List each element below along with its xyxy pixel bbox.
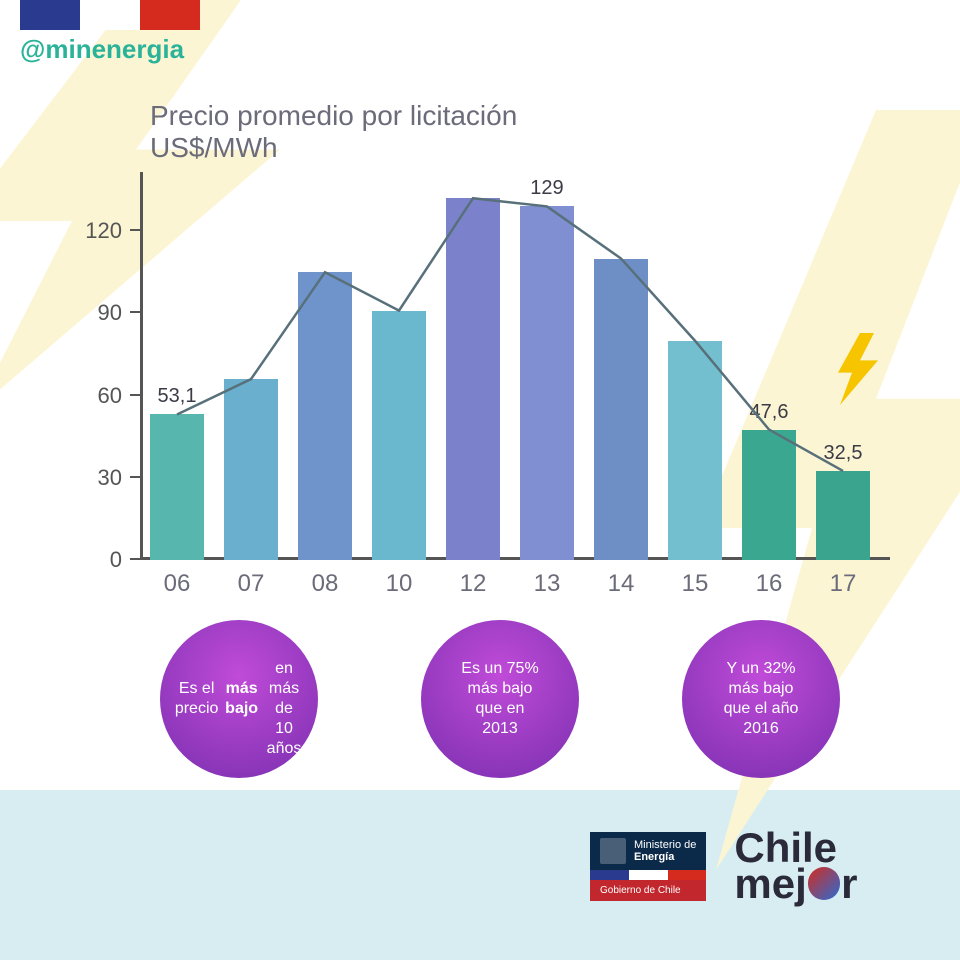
x-tick-label: 17 (830, 560, 857, 598)
chart-title-line2: US$/MWh (150, 132, 517, 164)
ministry-gov-line: Gobierno de Chile (590, 880, 706, 901)
ministry-seal-icon (600, 838, 626, 864)
flag-stripe-2 (80, 0, 140, 30)
price-bar-chart: 53,112947,632,5 030609012006070810121314… (140, 190, 880, 560)
x-tick-label: 12 (460, 560, 487, 598)
callout-bubble: Es el preciomás bajoen más de10 años (160, 620, 318, 778)
chilemejor-post: r (841, 866, 857, 902)
x-tick-label: 15 (682, 560, 709, 598)
ministry-flag-3 (668, 870, 707, 880)
y-tick-label: 120 (85, 218, 140, 244)
y-tick-label: 60 (98, 383, 140, 409)
ministry-top: Ministerio de Energía (590, 832, 706, 870)
y-tick-mark (130, 558, 140, 560)
x-tick-label: 07 (238, 560, 265, 598)
header-flag (20, 0, 200, 30)
ministry-flag (590, 870, 706, 880)
x-tick-label: 08 (312, 560, 339, 598)
chilemejor-word2: mej r (734, 866, 857, 902)
plot-area: 53,112947,632,5 030609012006070810121314… (140, 190, 880, 560)
callout-bubble: Y un 32%más bajoque el año2016 (682, 620, 840, 778)
x-tick-label: 10 (386, 560, 413, 598)
y-tick-mark (130, 394, 140, 396)
flag-stripe-3 (140, 0, 200, 30)
x-tick-label: 13 (534, 560, 561, 598)
swirl-icon (808, 867, 841, 900)
callout-bubble: Es un 75%más bajoque en2013 (421, 620, 579, 778)
y-tick-label: 90 (98, 300, 140, 326)
ministry-flag-1 (590, 870, 629, 880)
y-tick-mark (130, 229, 140, 231)
flag-stripe-1 (20, 0, 80, 30)
ministry-name: Ministerio de Energía (634, 839, 696, 864)
ministry-line1: Ministerio de (634, 839, 696, 852)
twitter-handle: @minenergia (20, 34, 184, 65)
y-tick-label: 0 (110, 547, 140, 573)
callout-bubbles: Es el preciomás bajoen más de10 años Es u… (160, 620, 840, 780)
ministry-line2: Energía (634, 851, 696, 864)
y-tick-mark (130, 476, 140, 478)
chile-mejor-logo: Chile mej r (734, 830, 857, 901)
y-tick-mark (130, 311, 140, 313)
ministry-flag-2 (629, 870, 668, 880)
footer: Ministerio de Energía Gobierno de Chile … (590, 830, 858, 901)
trend-line (140, 190, 880, 560)
chart-title: Precio promedio por licitación US$/MWh (150, 100, 517, 164)
x-tick-label: 14 (608, 560, 635, 598)
chilemejor-pre: mej (734, 866, 806, 902)
chart-title-line1: Precio promedio por licitación (150, 100, 517, 132)
x-tick-label: 16 (756, 560, 783, 598)
y-tick-label: 30 (98, 465, 140, 491)
x-tick-label: 06 (164, 560, 191, 598)
highlight-bolt-icon (838, 333, 878, 405)
ministry-badge: Ministerio de Energía Gobierno de Chile (590, 832, 706, 901)
